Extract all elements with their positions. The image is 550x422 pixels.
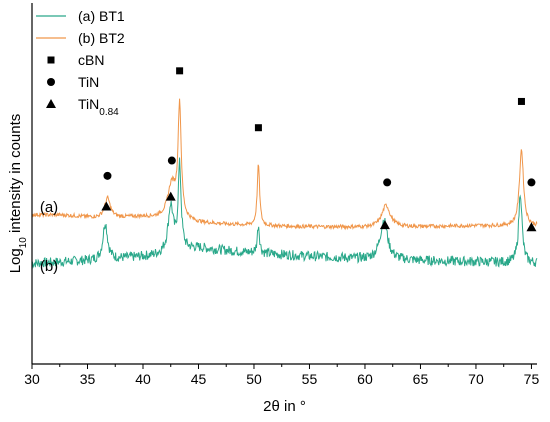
x-tick-label: 65	[413, 371, 429, 387]
x-tick-label: 45	[191, 371, 207, 387]
tin084-marker	[379, 220, 390, 230]
x-tick-label: 40	[135, 371, 151, 387]
legend-swatch-square	[47, 56, 55, 64]
series-line-bt1	[31, 157, 538, 269]
tin-marker	[167, 156, 176, 165]
tin-marker	[103, 171, 112, 180]
legend-label: TiN0.84	[78, 96, 119, 118]
axis-layer: 30 35 40 45 50 55 60 65 70 75	[24, 3, 539, 387]
tin-marker	[527, 178, 536, 187]
y-axis-title-subscript: 10	[18, 237, 29, 249]
x-tick-label: 55	[302, 371, 318, 387]
legend-label-text: TiN	[78, 74, 99, 90]
y-axis-title: Log10 intensity in counts	[7, 114, 29, 274]
series-line-bt2	[31, 98, 538, 231]
tin-marker	[383, 178, 392, 187]
cbn-marker	[517, 97, 525, 105]
legend-swatch-circle	[47, 78, 55, 86]
tin084-marker	[165, 191, 176, 201]
legend-label-subscript: 0.84	[99, 107, 119, 118]
y-axis-title-suffix: intensity in counts	[7, 114, 24, 237]
tin084-marker	[101, 201, 112, 211]
cbn-marker	[254, 124, 262, 132]
x-tick-label: 30	[24, 371, 40, 387]
x-tick-label: 75	[524, 371, 540, 387]
y-axis-title-prefix: Log	[7, 248, 24, 273]
legend-label: cBN	[78, 52, 104, 68]
x-tick-label: 60	[357, 371, 373, 387]
legend-label: (a) BT1	[78, 8, 125, 24]
x-axis-title: 2θ in °	[263, 398, 306, 415]
x-tick-label: 50	[246, 371, 262, 387]
legend-label-text: cBN	[78, 52, 104, 68]
legend-label: (b) BT2	[78, 30, 125, 46]
legend-label-text: (a) BT1	[78, 8, 125, 24]
marker-layer	[101, 67, 537, 232]
legend-label-text: (b) BT2	[78, 30, 125, 46]
series-layer: (b) (a)	[31, 98, 538, 275]
tin084-marker	[526, 222, 537, 232]
curve-label-b: (b)	[40, 258, 58, 275]
x-tick-label: 35	[80, 371, 96, 387]
x-tick-label: 70	[468, 371, 484, 387]
legend-label: TiN	[78, 74, 99, 90]
cbn-marker	[176, 67, 184, 75]
legend-swatch-triangle	[46, 99, 56, 108]
curve-label-a: (a)	[40, 199, 58, 216]
legend-label-text: TiN	[78, 96, 99, 112]
